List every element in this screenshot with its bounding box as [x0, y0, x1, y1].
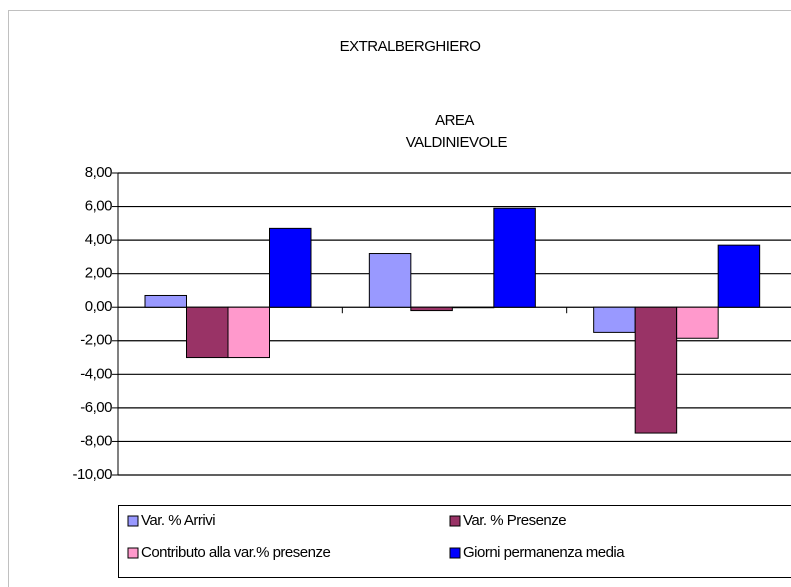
bar — [493, 207, 536, 308]
y-tick-label: 8,00 — [85, 164, 112, 181]
legend-swatch — [449, 515, 461, 527]
legend-label: Contributo alla var.% presenze — [141, 544, 330, 561]
bar — [368, 253, 412, 308]
legend-swatch — [449, 547, 461, 559]
bar — [451, 306, 495, 309]
bar — [676, 306, 719, 339]
bar — [269, 227, 312, 308]
bar — [634, 306, 678, 434]
legend-swatch — [127, 515, 139, 527]
bar — [593, 306, 636, 333]
bar — [410, 306, 453, 312]
y-tick-label: -6,00 — [80, 399, 112, 416]
y-tick-label: 2,00 — [85, 265, 112, 282]
y-tick-label: -10,00 — [72, 466, 112, 483]
chart-title: EXTRALBERGHIERO — [340, 38, 481, 55]
y-tick-label: -8,00 — [80, 432, 112, 449]
y-tick-label: -4,00 — [80, 365, 112, 382]
bar — [227, 306, 270, 359]
bar — [144, 294, 187, 308]
category-label: AREA VALDINIEVOLE — [402, 112, 507, 151]
y-tick-label: 4,00 — [85, 231, 112, 248]
bar — [717, 244, 761, 308]
legend-swatch — [127, 547, 139, 559]
y-tick-label: 0,00 — [85, 298, 112, 315]
legend-label: Var. % Arrivi — [141, 512, 215, 529]
legend-label: Giorni permanenza media — [463, 544, 625, 561]
y-tick-label: 6,00 — [85, 198, 112, 215]
bar — [186, 306, 229, 359]
y-tick-label: -2,00 — [80, 332, 112, 349]
legend-label: Var. % Presenze — [463, 512, 566, 529]
